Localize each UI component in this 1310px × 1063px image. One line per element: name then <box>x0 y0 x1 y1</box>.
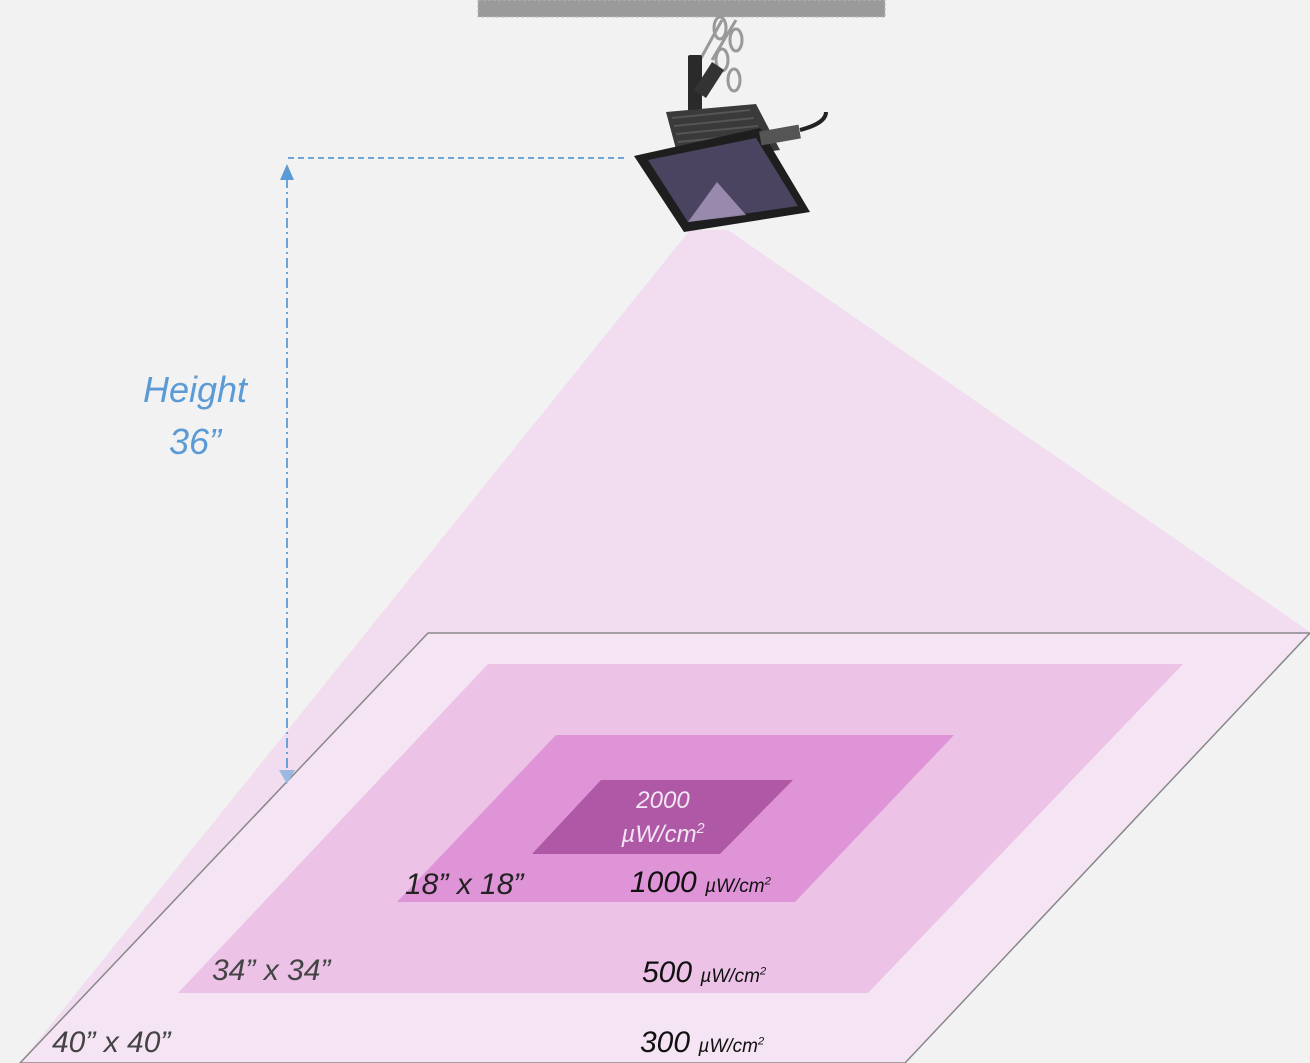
zone-middle-size: 34” x 34” <box>212 954 331 987</box>
zone-core-area <box>532 780 793 854</box>
zone-inner-intensity-value: 1000 <box>630 866 697 899</box>
zone-outer-intensity: 300 µW/cm2 <box>640 1026 764 1060</box>
zone-inner-intensity: 1000 µW/cm2 <box>630 866 771 900</box>
uv-fixture-icon <box>634 55 828 232</box>
zone-outer-intensity-value: 300 <box>640 1026 691 1059</box>
zone-middle-intensity: 500 µW/cm2 <box>642 956 766 990</box>
height-label: Height 36” <box>130 364 260 468</box>
zone-middle-intensity-unit: µW/cm2 <box>700 965 767 987</box>
height-arrow-down-icon <box>279 770 295 784</box>
zone-outer-intensity-unit: µW/cm2 <box>698 1035 765 1057</box>
zone-inner-size: 18” x 18” <box>405 868 524 901</box>
zone-core-intensity: 2000 µW/cm2 <box>598 784 728 852</box>
height-label-line1: Height <box>142 369 248 410</box>
height-indicator <box>286 157 624 772</box>
zone-core-intensity-value: 2000 <box>636 787 690 814</box>
zone-core-intensity-unit: µW/cm2 <box>621 821 705 848</box>
zone-inner-intensity-unit: µW/cm2 <box>705 875 771 897</box>
height-label-line2: 36” <box>168 421 222 462</box>
zone-outer-size: 40” x 40” <box>52 1026 171 1059</box>
ceiling-mount <box>478 0 885 17</box>
zone-middle-intensity-value: 500 <box>642 956 693 989</box>
height-arrow-up-icon <box>280 164 294 180</box>
